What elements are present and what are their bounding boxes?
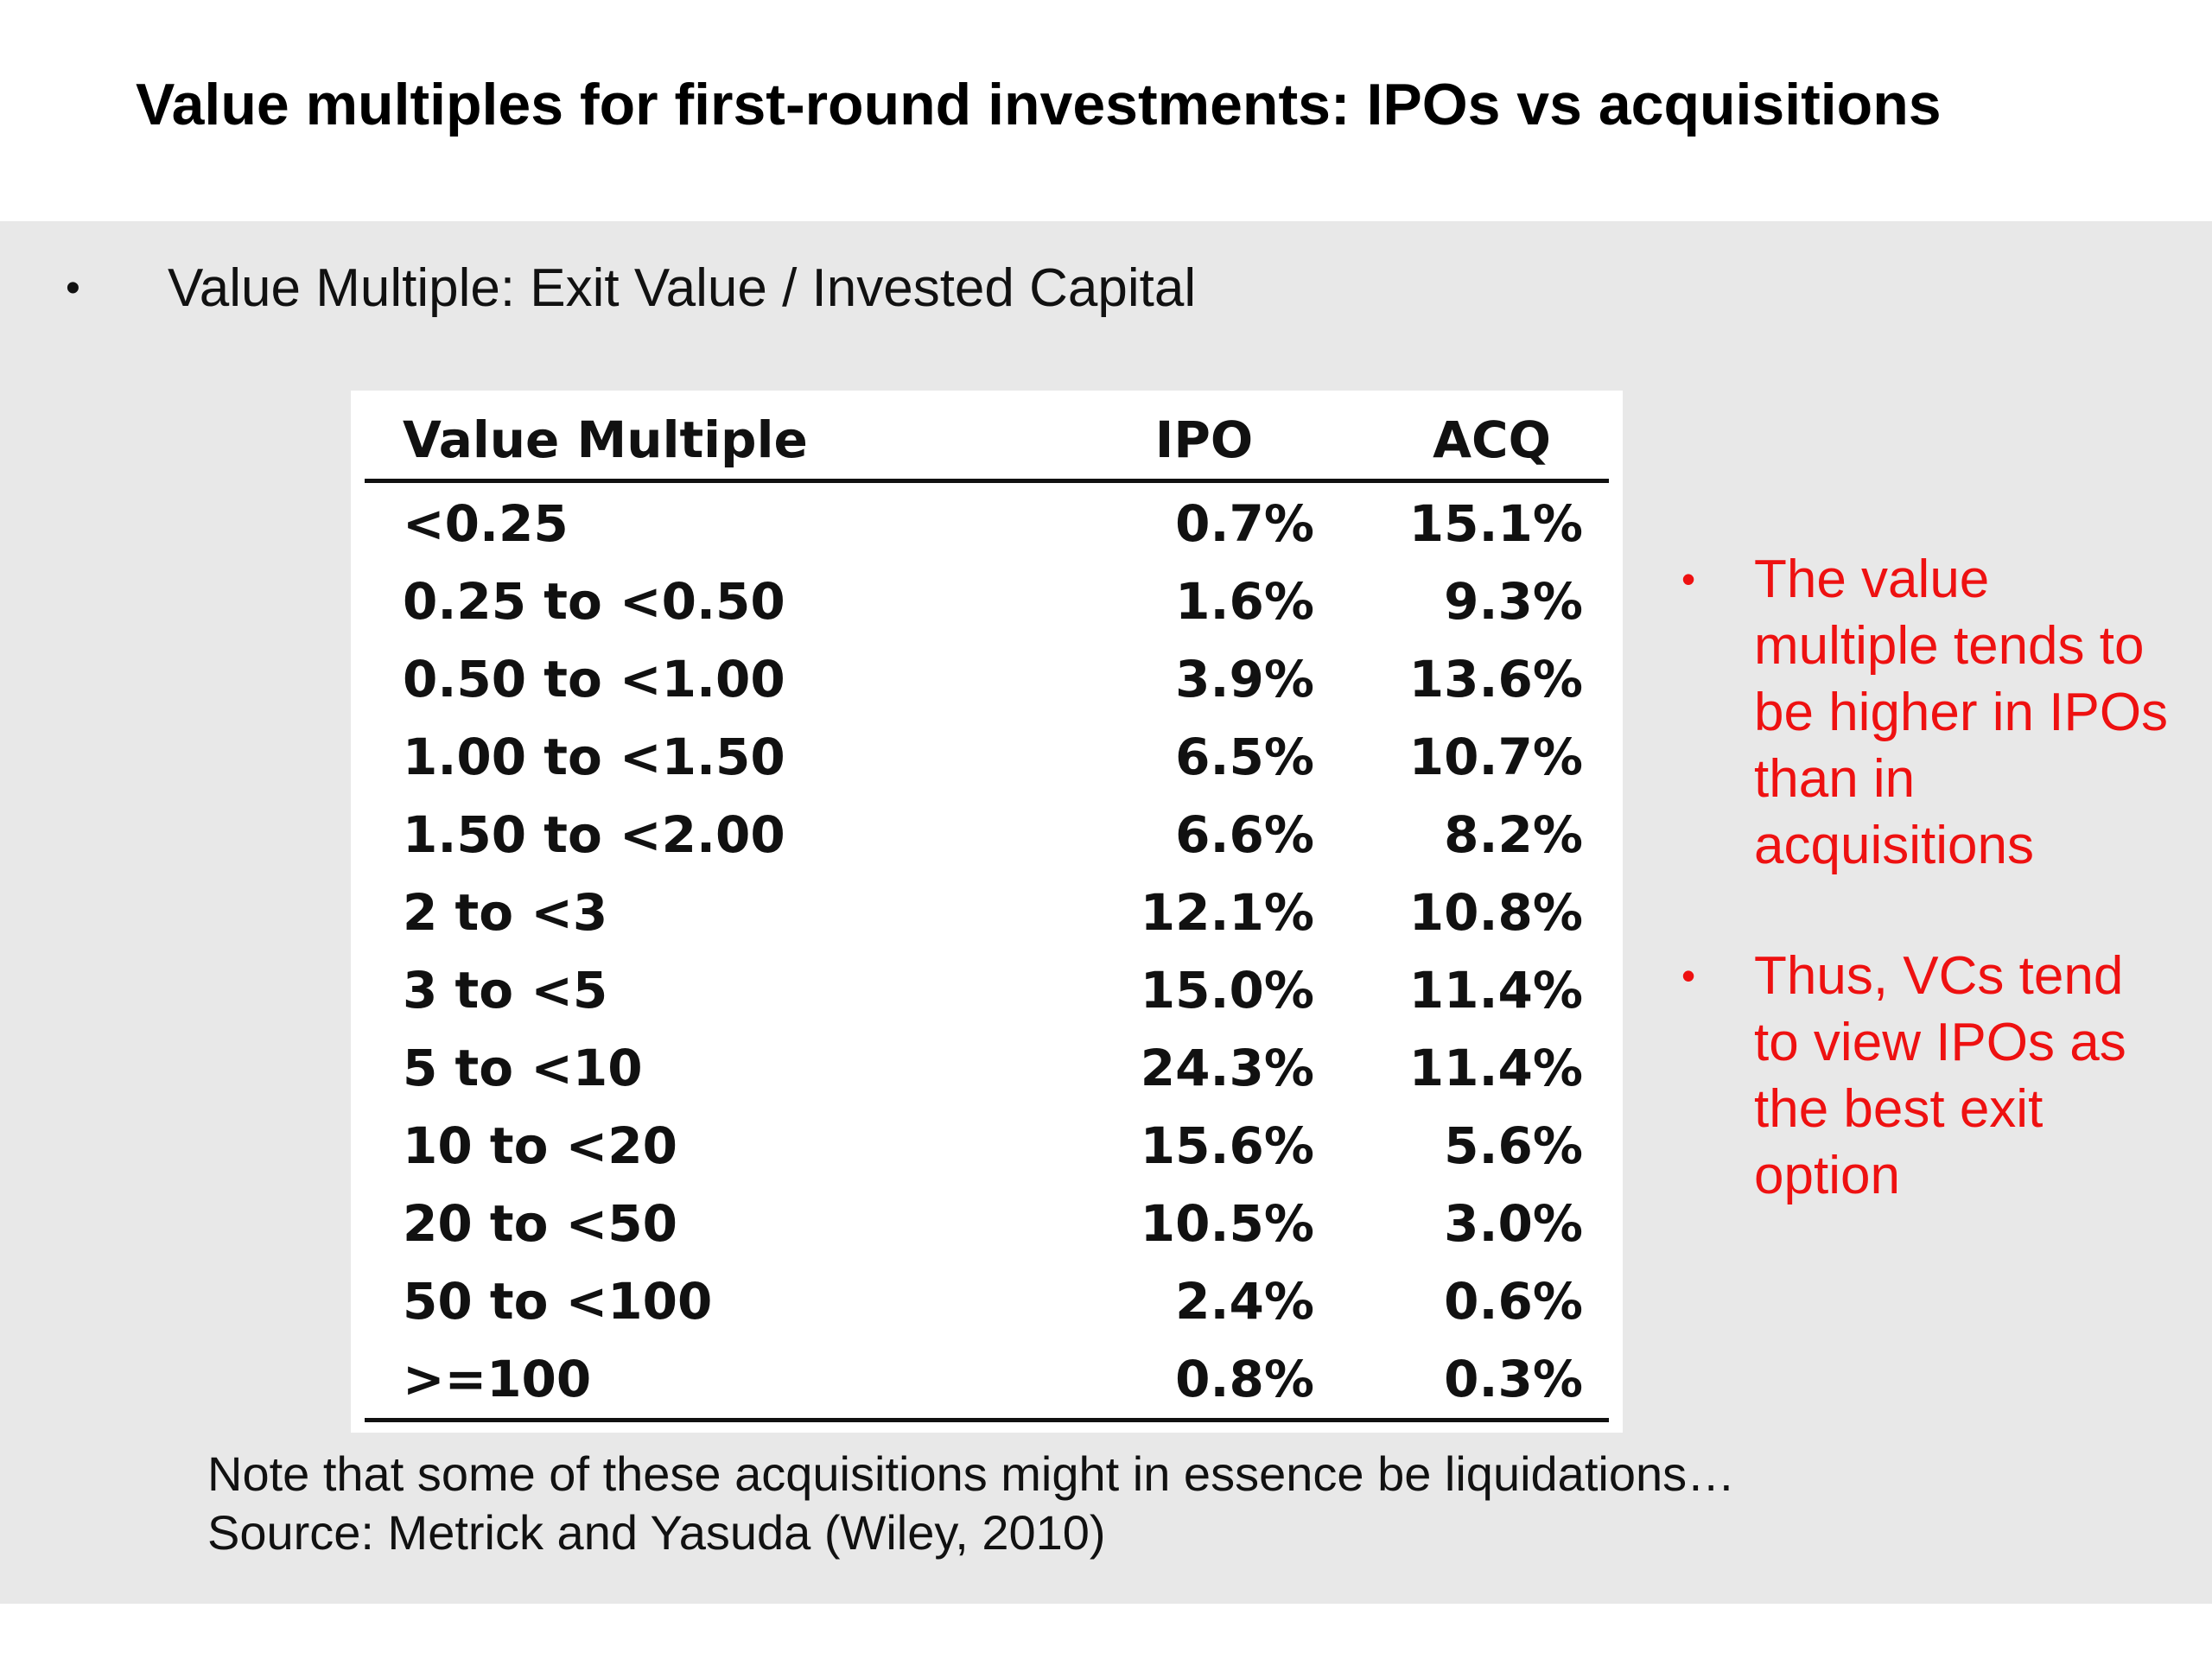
- cell-ipo: 0.8%: [1059, 1340, 1314, 1422]
- side-note-text: Thus, VCs tend to view IPOs as the best …: [1754, 946, 2126, 1205]
- cell-acq: 11.4%: [1408, 961, 1583, 1020]
- table-row: 20 to <50 10.5% 3.0%: [365, 1185, 1609, 1262]
- cell-ipo: 24.3%: [1140, 1039, 1314, 1097]
- cell-value-multiple: 1.50 to <2.00: [403, 805, 785, 864]
- cell-acq: 9.3%: [1444, 572, 1583, 631]
- header-acq: ACQ: [1314, 401, 1609, 483]
- footer-notes: Note that some of these acquisitions mig…: [207, 1445, 1735, 1562]
- table-header-row: Value Multiple IPO ACQ: [365, 401, 1609, 483]
- bullet-dot-icon: •: [66, 265, 80, 311]
- cell-acq: 11.4%: [1408, 1039, 1583, 1097]
- cell-value-multiple: >=100: [365, 1340, 1059, 1422]
- cell-acq: 0.6%: [1444, 1272, 1583, 1331]
- cell-acq: 3.0%: [1444, 1194, 1583, 1253]
- cell-value-multiple: 0.50 to <1.00: [403, 650, 785, 709]
- cell-value-multiple: 1.00 to <1.50: [403, 728, 785, 786]
- main-bullet-text: Value Multiple: Exit Value / Invested Ca…: [168, 258, 1197, 318]
- cell-value-multiple: 3 to <5: [403, 961, 608, 1020]
- cell-acq: 5.6%: [1444, 1116, 1583, 1175]
- cell-ipo: 15.0%: [1140, 961, 1314, 1020]
- table-row: 1.00 to <1.50 6.5% 10.7%: [365, 718, 1609, 796]
- cell-acq: 10.8%: [1408, 883, 1583, 942]
- value-multiple-table-card: Value Multiple IPO ACQ <0.25 0.7% 15.1% 0.2…: [351, 391, 1623, 1433]
- cell-ipo: 6.6%: [1175, 805, 1314, 864]
- cell-ipo: 1.6%: [1175, 572, 1314, 631]
- table-row: 50 to <100 2.4% 0.6%: [365, 1262, 1609, 1340]
- header-ipo: IPO: [1059, 401, 1314, 483]
- table-row: 1.50 to <2.00 6.6% 8.2%: [365, 796, 1609, 874]
- side-note-1: • The value multiple tends to be higher …: [1681, 546, 2177, 879]
- bullet-dot-icon: •: [1681, 556, 1696, 601]
- cell-ipo: 2.4%: [1175, 1272, 1314, 1331]
- cell-ipo: 12.1%: [1140, 883, 1314, 942]
- cell-ipo: 15.6%: [1140, 1116, 1314, 1175]
- cell-value-multiple: <0.25: [403, 494, 569, 553]
- side-note-text: The value multiple tends to be higher in…: [1754, 550, 2169, 875]
- slide-title: Value multiples for first-round investme…: [136, 72, 1942, 137]
- cell-value-multiple: 2 to <3: [403, 883, 608, 942]
- side-notes: • The value multiple tends to be higher …: [1681, 546, 2177, 1273]
- footer-note: Note that some of these acquisitions mig…: [207, 1446, 1736, 1501]
- cell-ipo: 6.5%: [1175, 728, 1314, 786]
- cell-ipo: 3.9%: [1175, 650, 1314, 709]
- cell-acq: 8.2%: [1444, 805, 1583, 864]
- header-value-multiple: Value Multiple: [365, 401, 1059, 483]
- cell-value-multiple: 5 to <10: [403, 1039, 643, 1097]
- table-row: 5 to <10 24.3% 11.4%: [365, 1029, 1609, 1107]
- cell-value-multiple: 0.25 to <0.50: [403, 572, 785, 631]
- table-row: 2 to <3 12.1% 10.8%: [365, 874, 1609, 951]
- bullet-dot-icon: •: [1681, 953, 1696, 998]
- cell-acq: 15.1%: [1408, 494, 1583, 553]
- table-body: <0.25 0.7% 15.1% 0.25 to <0.50 1.6% 9.3% 0.50 …: [365, 481, 1609, 1422]
- table-row: 0.50 to <1.00 3.9% 13.6%: [365, 640, 1609, 718]
- cell-value-multiple: 10 to <20: [403, 1116, 677, 1175]
- cell-value-multiple: 20 to <50: [403, 1194, 677, 1253]
- cell-acq: 13.6%: [1408, 650, 1583, 709]
- cell-acq: 0.3%: [1314, 1340, 1609, 1422]
- table-row: 3 to <5 15.0% 11.4%: [365, 951, 1609, 1029]
- cell-value-multiple: 50 to <100: [403, 1272, 713, 1331]
- value-multiple-table: Value Multiple IPO ACQ <0.25 0.7% 15.1% 0.2…: [365, 401, 1609, 1422]
- table-row: >=100 0.8% 0.3%: [365, 1340, 1609, 1422]
- cell-ipo: 10.5%: [1140, 1194, 1314, 1253]
- table-row: 10 to <20 15.6% 5.6%: [365, 1107, 1609, 1185]
- table-row: 0.25 to <0.50 1.6% 9.3%: [365, 563, 1609, 640]
- cell-acq: 10.7%: [1408, 728, 1583, 786]
- side-note-2: • Thus, VCs tend to view IPOs as the bes…: [1681, 943, 2177, 1209]
- table-row: <0.25 0.7% 15.1%: [365, 481, 1609, 563]
- footer-source: Source: Metrick and Yasuda (Wiley, 2010): [207, 1505, 1106, 1560]
- cell-ipo: 0.7%: [1175, 494, 1314, 553]
